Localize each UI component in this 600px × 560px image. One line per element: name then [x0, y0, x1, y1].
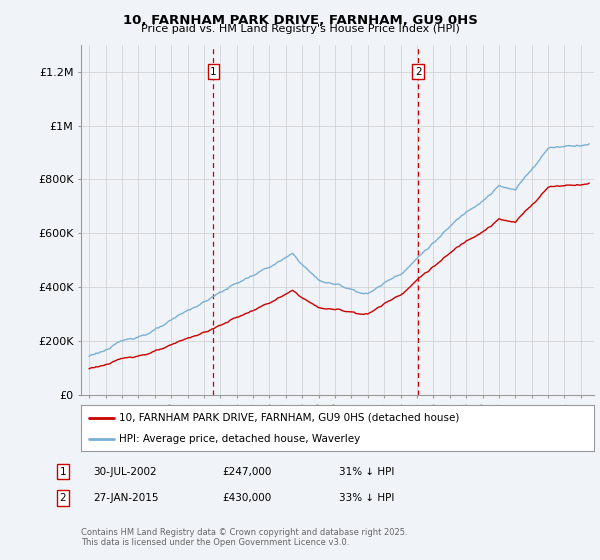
- Text: £247,000: £247,000: [222, 466, 271, 477]
- Text: 31% ↓ HPI: 31% ↓ HPI: [339, 466, 394, 477]
- Text: HPI: Average price, detached house, Waverley: HPI: Average price, detached house, Wave…: [119, 435, 361, 444]
- Text: 1: 1: [59, 466, 67, 477]
- Text: 1: 1: [210, 67, 217, 77]
- Text: 2: 2: [59, 493, 67, 503]
- Text: Price paid vs. HM Land Registry's House Price Index (HPI): Price paid vs. HM Land Registry's House …: [140, 24, 460, 34]
- Text: 27-JAN-2015: 27-JAN-2015: [93, 493, 158, 503]
- Text: Contains HM Land Registry data © Crown copyright and database right 2025.
This d: Contains HM Land Registry data © Crown c…: [81, 528, 407, 547]
- Text: 33% ↓ HPI: 33% ↓ HPI: [339, 493, 394, 503]
- Text: 2: 2: [415, 67, 421, 77]
- Text: £430,000: £430,000: [222, 493, 271, 503]
- Text: 10, FARNHAM PARK DRIVE, FARNHAM, GU9 0HS: 10, FARNHAM PARK DRIVE, FARNHAM, GU9 0HS: [122, 14, 478, 27]
- Text: 30-JUL-2002: 30-JUL-2002: [93, 466, 157, 477]
- Text: 10, FARNHAM PARK DRIVE, FARNHAM, GU9 0HS (detached house): 10, FARNHAM PARK DRIVE, FARNHAM, GU9 0HS…: [119, 413, 460, 423]
